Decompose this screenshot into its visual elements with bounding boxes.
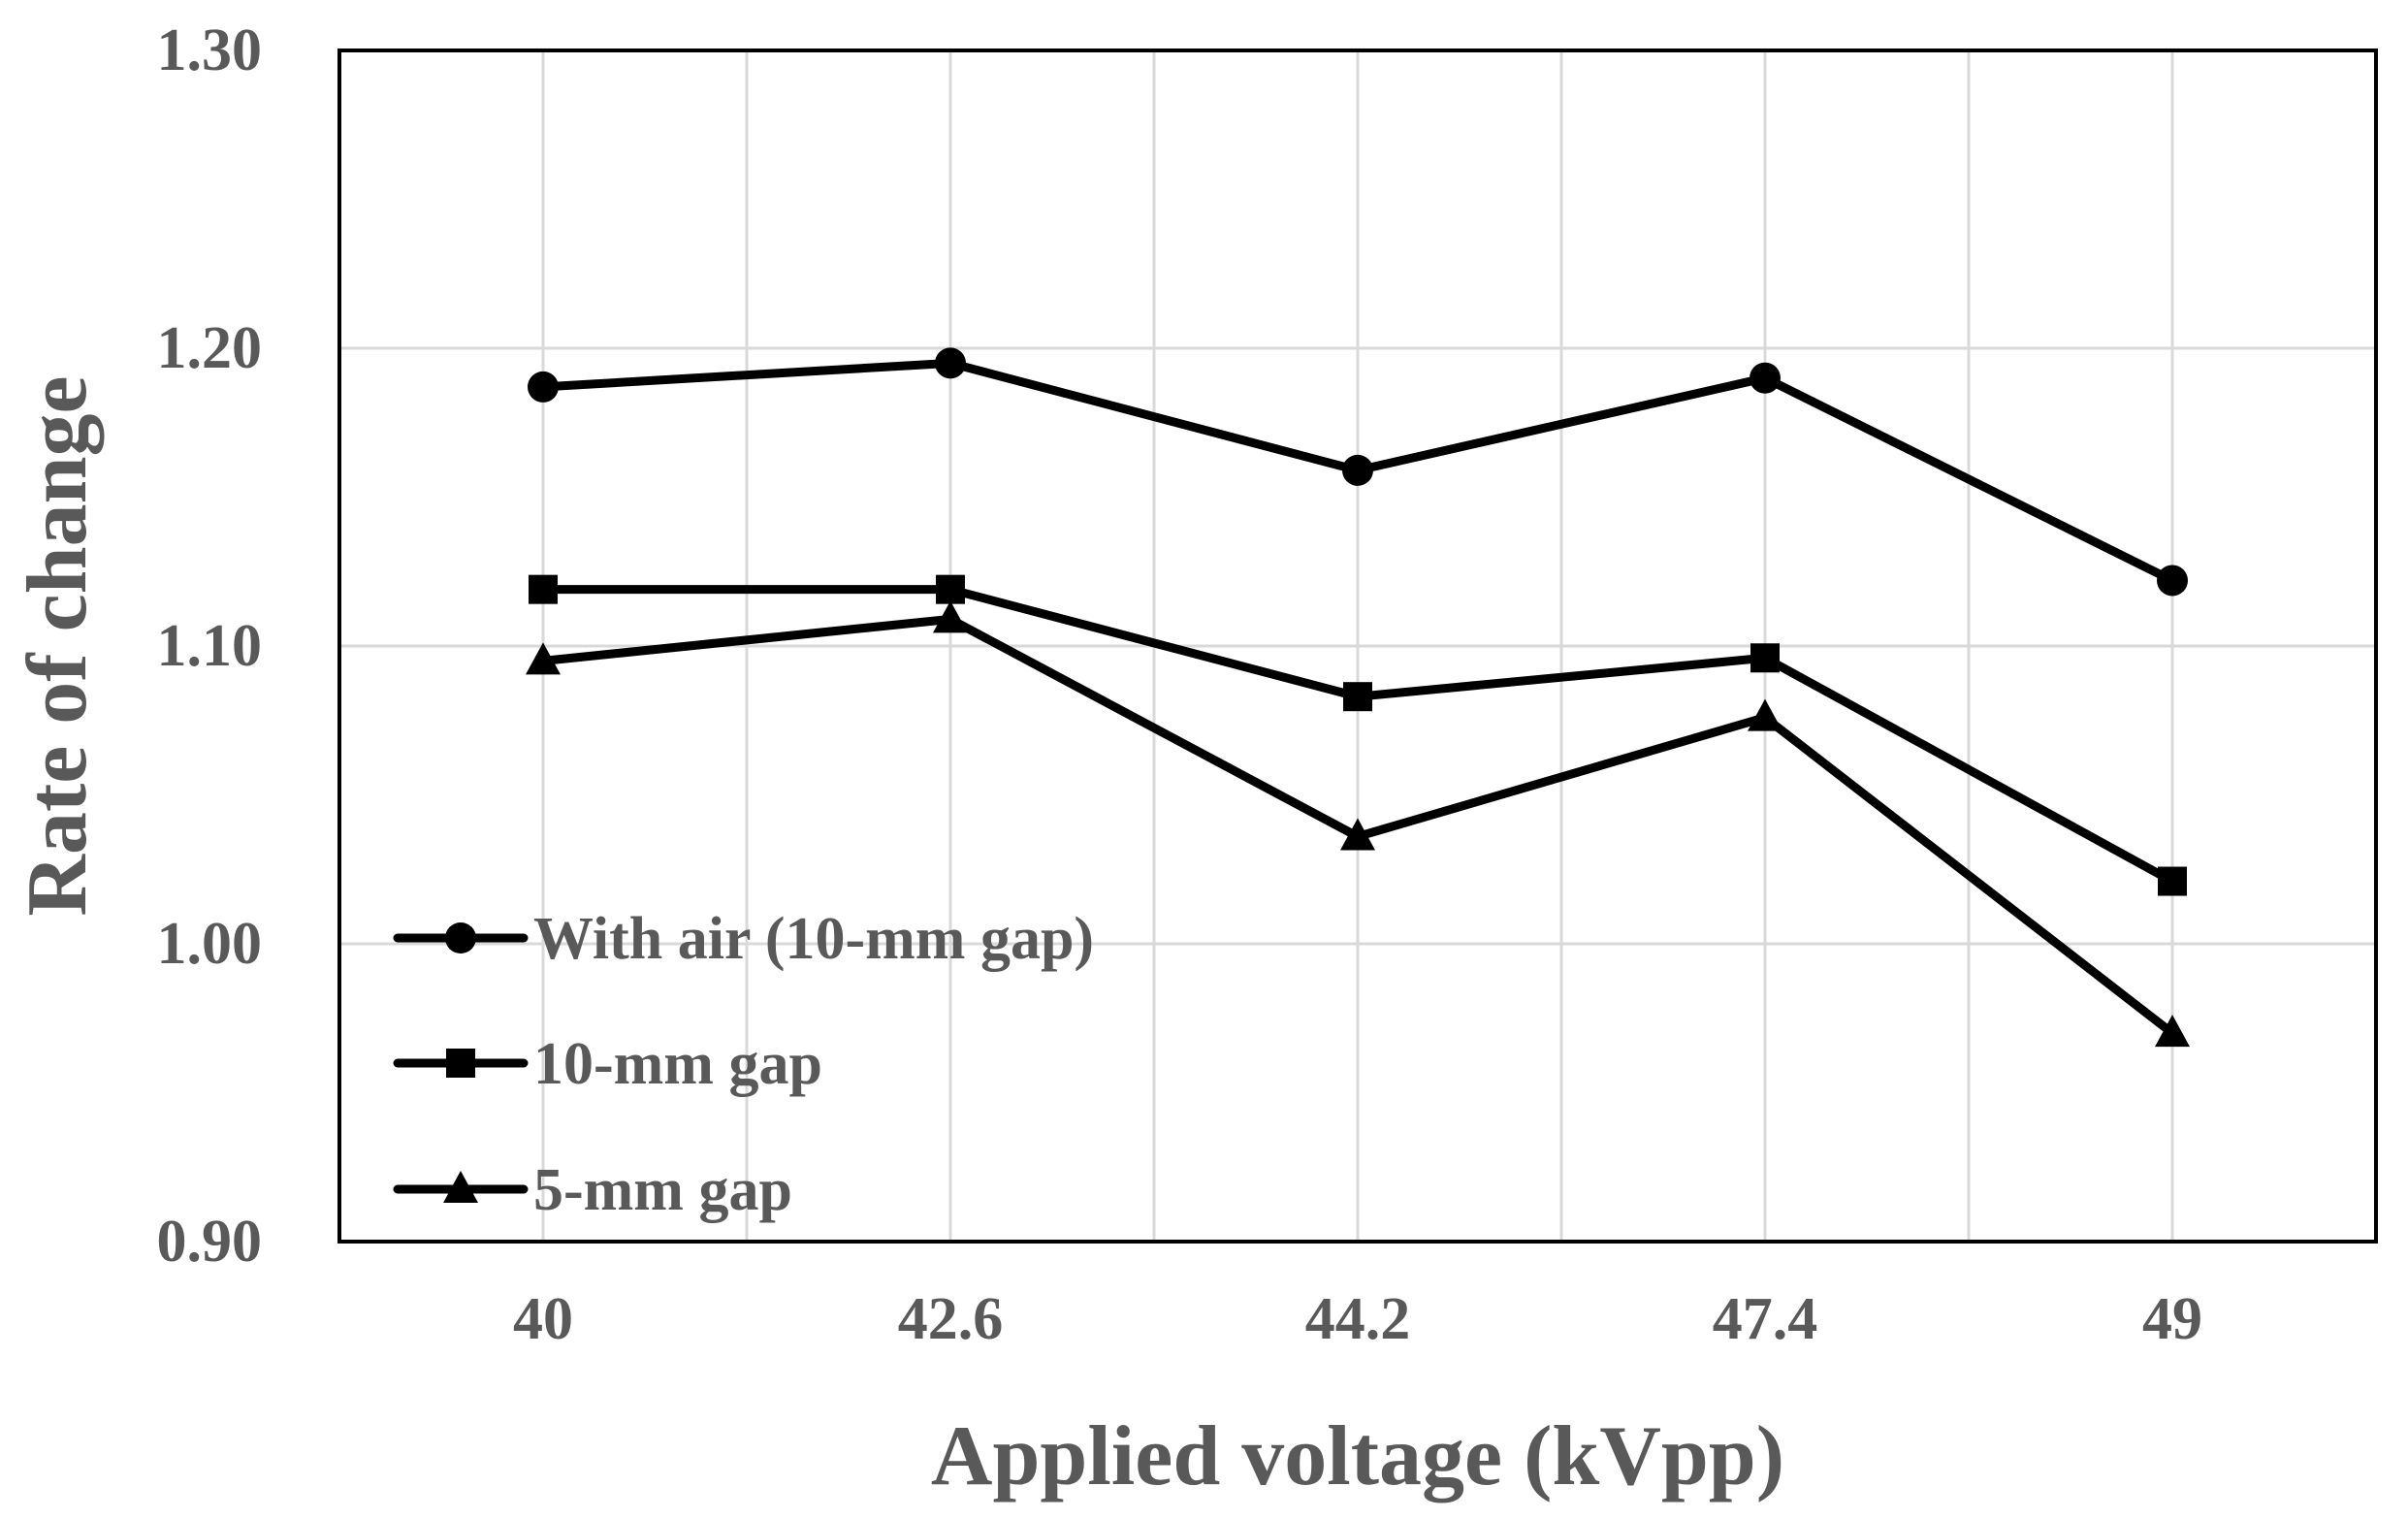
x-tick-label: 49 [2142,1286,2202,1352]
legend-label: 5-mm gap [533,1157,792,1223]
legend-marker-triangle [443,1171,478,1203]
data-point-square [529,574,558,604]
x-tick-label: 40 [513,1286,573,1352]
data-point-triangle [1340,818,1375,851]
x-axis-tick-labels: 40 42.6 44.2 47.4 49 [513,1286,2202,1352]
y-tick-label: 0.90 [157,1209,263,1275]
x-tick-label: 47.4 [1713,1286,1818,1352]
data-point-triangle [933,600,968,633]
data-point-circle [1342,454,1373,486]
legend-entry: 10-mm gap [393,1031,822,1097]
legend-entry: 5-mm gap [393,1157,792,1223]
data-point-square [936,574,965,604]
x-axis-title: Applied voltage (kVpp) [931,1409,1784,1503]
series-layer [526,347,2190,1048]
data-point-circle [935,347,966,379]
y-tick-label: 1.30 [157,17,263,83]
y-axis-tick-labels: 0.90 1.00 1.10 1.20 1.30 [157,17,263,1275]
x-tick-label: 44.2 [1305,1286,1411,1352]
data-point-square [1750,643,1780,673]
legend: With air (10-mm gap) 10-mm gap 5-mm gap [393,906,1094,1223]
y-tick-label: 1.00 [157,911,263,977]
plot-area-frame [337,48,2378,1244]
data-point-circle [528,371,559,403]
legend-entry: With air (10-mm gap) [393,906,1094,972]
series-2 [529,574,2187,896]
data-point-circle [1750,362,1781,394]
data-point-circle [2157,565,2188,597]
data-point-square [1343,682,1372,712]
x-tick-label: 42.6 [898,1286,1004,1352]
legend-label: With air (10-mm gap) [533,906,1094,972]
y-tick-label: 1.20 [157,315,263,381]
legend-label: 10-mm gap [533,1031,822,1097]
legend-marker-circle [445,922,476,953]
data-point-triangle [526,642,561,675]
y-axis-title: Rate of change [11,375,105,916]
legend-marker-square [446,1049,475,1078]
series-3 [526,600,2190,1048]
data-point-triangle [1748,698,1782,731]
series-1 [528,347,2188,597]
data-point-square [2158,866,2187,896]
y-tick-label: 1.10 [157,613,263,679]
data-point-triangle [2155,1015,2190,1048]
